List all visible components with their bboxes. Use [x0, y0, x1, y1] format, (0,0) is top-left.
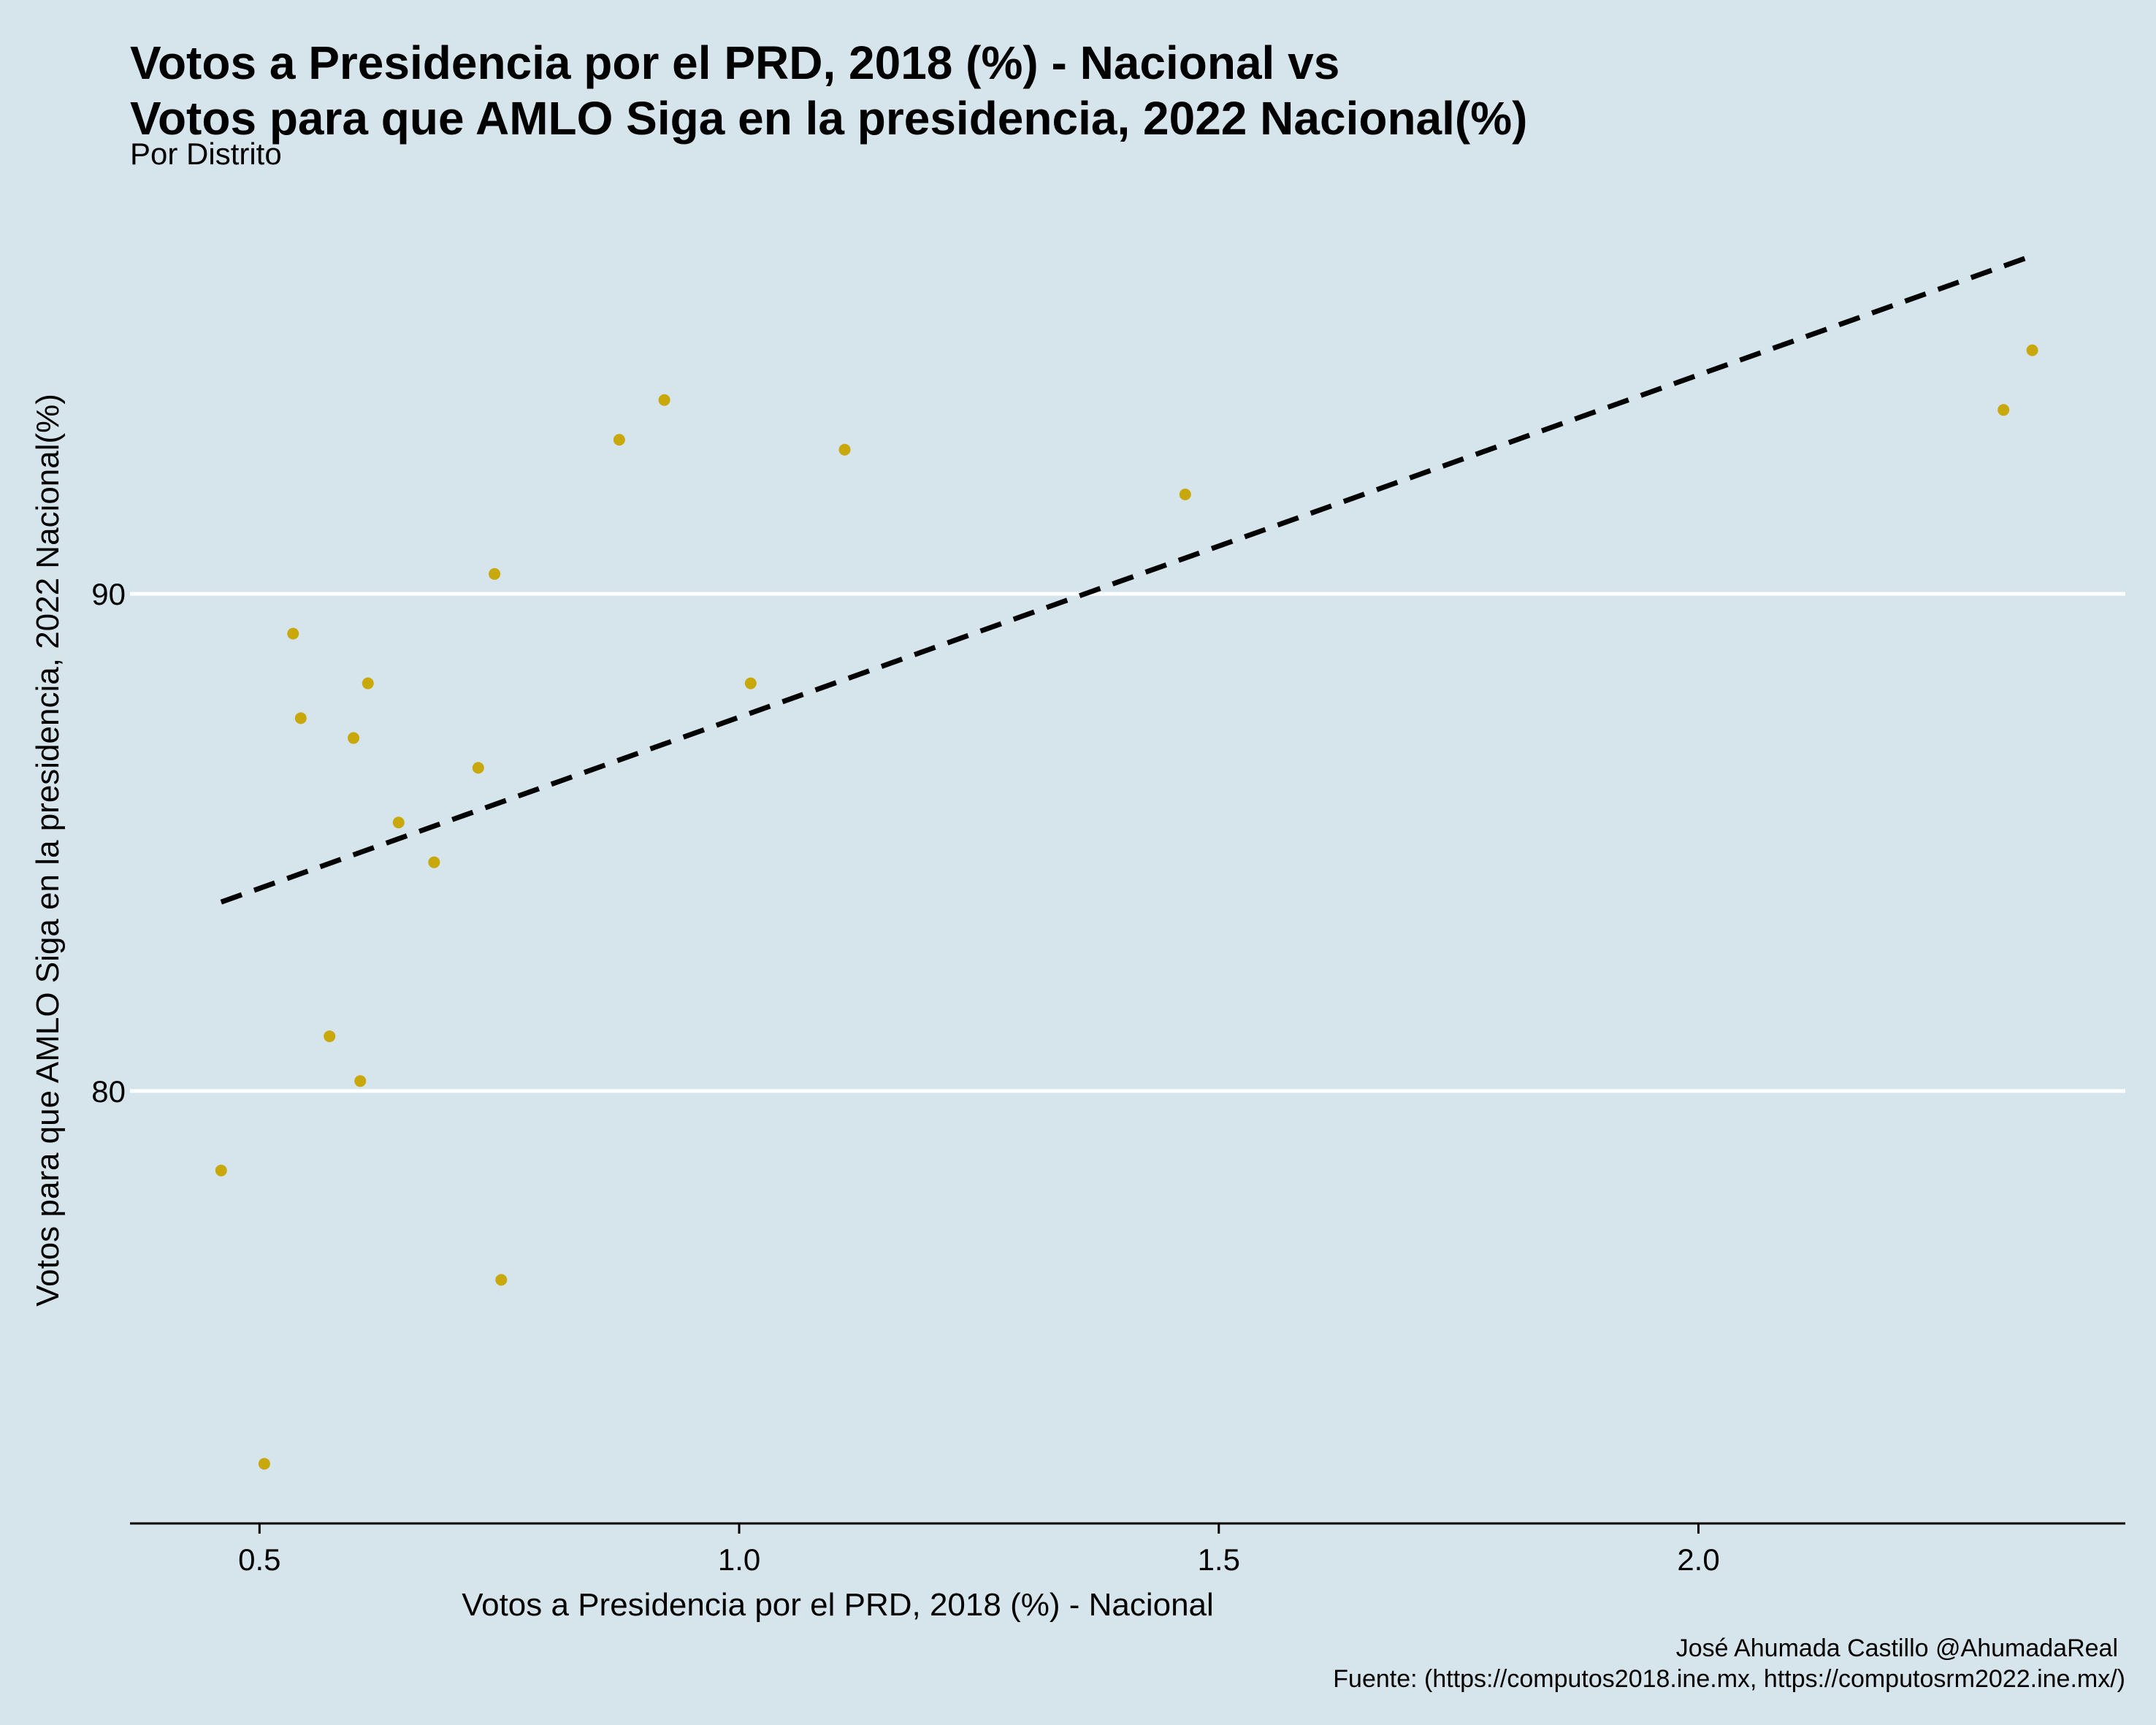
data-point — [2026, 344, 2038, 356]
data-point — [324, 1030, 336, 1042]
x-tick-labels: 0.5 1.0 1.5 2.0 — [238, 1523, 1720, 1577]
data-point — [428, 856, 440, 868]
data-point — [1998, 404, 2010, 416]
x-axis-title: Votos a Presidencia por el PRD, 2018 (%)… — [462, 1587, 1214, 1623]
data-point — [354, 1075, 367, 1087]
chart-title-line-2: Votos para que AMLO Siga en la presidenc… — [130, 92, 1527, 145]
data-point — [744, 677, 757, 689]
grid-lines — [130, 592, 2125, 1093]
data-point — [392, 816, 405, 829]
data-point — [258, 1458, 270, 1470]
data-point — [294, 712, 307, 724]
data-point — [287, 627, 299, 640]
data-point — [495, 1274, 508, 1286]
trend-line — [220, 253, 2033, 905]
y-tick-label: 80 — [91, 1074, 126, 1109]
y-axis-title: Votos para que AMLO Siga en la presidenc… — [30, 394, 66, 1307]
data-point — [472, 762, 484, 774]
data-points — [215, 344, 2038, 1470]
x-tick-label: 2.0 — [1677, 1542, 1719, 1577]
chart-subtitle: Por Distrito — [130, 137, 282, 171]
chart-title-line-1: Votos a Presidencia por el PRD, 2018 (%)… — [130, 37, 1339, 89]
x-tick-label: 1.0 — [718, 1542, 760, 1577]
data-point — [613, 434, 625, 446]
y-tick-labels: 80 90 — [91, 577, 126, 1109]
data-point — [348, 732, 360, 744]
x-tick-label: 1.5 — [1198, 1542, 1240, 1577]
trend-line-layer — [220, 253, 2033, 905]
data-point — [215, 1164, 227, 1177]
data-point — [658, 394, 670, 406]
data-point — [489, 567, 501, 580]
x-tick-label: 0.5 — [238, 1542, 280, 1577]
data-point — [838, 443, 851, 456]
y-tick-label: 90 — [91, 577, 126, 611]
data-point — [362, 677, 374, 689]
caption-source: Fuente: (https://computos2018.ine.mx, ht… — [1333, 1665, 2125, 1693]
caption-author: José Ahumada Castillo @AhumadaReal — [1676, 1634, 2118, 1662]
data-point — [1179, 489, 1191, 501]
